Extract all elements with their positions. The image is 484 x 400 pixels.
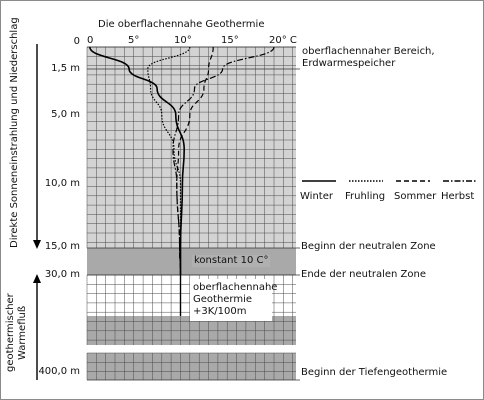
curve-herbst xyxy=(172,46,275,276)
temperature-curves xyxy=(89,46,275,316)
chart-title: Die oberflachennahe Geothermie xyxy=(98,19,265,30)
geothermal-label-line1: geothermischer xyxy=(5,293,16,372)
depth-label-10: 10,0 m xyxy=(44,178,80,189)
x-tick-5: 5° xyxy=(128,35,140,46)
x-tick-20: 20° C xyxy=(269,35,297,46)
geothermal-up-arrow-head xyxy=(33,274,41,283)
arrows xyxy=(33,44,41,380)
deep-geothermal-start-label: Beginn der Tiefengeothermie xyxy=(301,367,448,378)
x-tick-10: 10° xyxy=(174,35,192,46)
neutral-zone-end-label: Ende der neutralen Zone xyxy=(301,269,427,280)
depth-label-30: 30,0 m xyxy=(44,269,80,280)
depth-label-0: 0 xyxy=(73,36,80,47)
legend-label-winter: Winter xyxy=(300,191,333,202)
curve-fruhling xyxy=(147,46,191,275)
x-tick-0: 0 xyxy=(87,35,94,46)
near-surface-zone-label: oberflachennaher Bereich, xyxy=(302,46,435,57)
curve-winter xyxy=(89,46,186,275)
grid-lines xyxy=(86,46,300,381)
curve-sommer xyxy=(176,46,214,276)
constant-temperature-label: konstant 10 C° xyxy=(192,255,271,267)
legend-label-sommer: Sommer xyxy=(394,191,437,202)
neutral-zone-start-label: Beginn der neutralen Zone xyxy=(301,241,436,252)
legend-label-herbst: Herbst xyxy=(441,191,475,202)
solar-radiation-label: Direkte Sonneneinstrahlung und Niedersch… xyxy=(9,17,20,248)
note-line-1: oberflachennahe xyxy=(193,282,278,293)
legend-label-fruhling: Fruhling xyxy=(345,191,386,202)
depth-label-15: 15,0 m xyxy=(44,241,80,252)
geothermal-label-line2: Warmefluß xyxy=(17,305,28,360)
near-surface-note-box xyxy=(190,279,272,321)
near-surface-zone-label-2: Erdwarmespeicher xyxy=(302,58,396,69)
depth-label-1-5: 1,5 m xyxy=(51,63,80,74)
note-line-3: +3K/100m xyxy=(193,306,247,317)
note-line-2: Geothermie xyxy=(193,294,253,305)
deep-geothermal-band xyxy=(87,353,296,380)
depth-label-5: 5,0 m xyxy=(51,109,80,120)
x-tick-15: 15° xyxy=(221,35,239,46)
band-break xyxy=(87,345,296,353)
depth-label-400: 400,0 m xyxy=(38,366,80,377)
solar-down-arrow-head xyxy=(33,240,41,249)
